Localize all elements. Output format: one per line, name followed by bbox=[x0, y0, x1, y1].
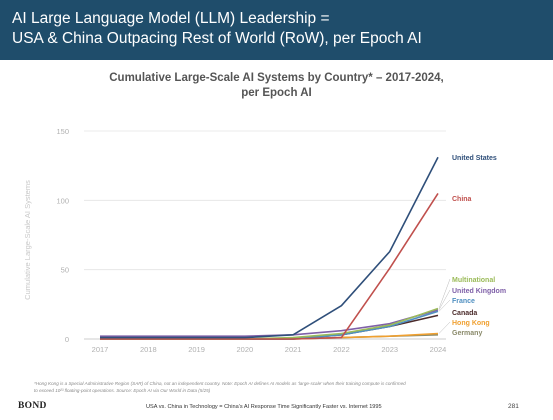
series-label-canada: Canada bbox=[452, 310, 477, 317]
x-tick-label: 2017 bbox=[92, 345, 109, 354]
footnote-line2: to exceed 10²³ floating-point operations… bbox=[34, 388, 211, 393]
leader-line-multinational bbox=[438, 278, 451, 309]
x-tick-label: 2019 bbox=[188, 345, 205, 354]
x-tick-label: 2021 bbox=[285, 345, 302, 354]
series-line-china bbox=[100, 192, 439, 340]
header-title-line2: USA & China Outpacing Rest of World (RoW… bbox=[12, 30, 422, 47]
x-tick-label: 2024 bbox=[430, 345, 447, 354]
x-tick-label: 2022 bbox=[333, 345, 350, 354]
series-label-united-states: United States bbox=[452, 155, 497, 162]
series-label-germany: Germany bbox=[452, 330, 482, 337]
y-axis-label: Cumulative Large-Scale AI Systems bbox=[23, 180, 32, 300]
bond-logo: BOND bbox=[18, 401, 47, 411]
series-label-united-kingdom: United Kingdom bbox=[452, 288, 506, 295]
series-label-france: France bbox=[452, 298, 475, 305]
y-tick-label: 100 bbox=[56, 196, 69, 205]
x-tick-label: 2020 bbox=[237, 345, 254, 354]
chart-title-line1: Cumulative Large-Scale AI Systems by Cou… bbox=[109, 72, 444, 84]
page-number: 281 bbox=[508, 403, 519, 410]
slide-header: AI Large Language Model (LLM) Leadership… bbox=[0, 0, 553, 60]
x-tick-label: 2018 bbox=[140, 345, 157, 354]
y-tick-label: 50 bbox=[61, 266, 69, 275]
series-label-multinational: Multinational bbox=[452, 277, 495, 284]
leader-line-united-kingdom bbox=[438, 289, 451, 311]
x-tick-label: 2023 bbox=[381, 345, 398, 354]
series-label-hong-kong: Hong Kong bbox=[452, 320, 490, 327]
leader-line-hong-kong bbox=[438, 321, 451, 334]
leader-line-france bbox=[438, 299, 451, 312]
series-line-united-kingdom bbox=[100, 309, 439, 338]
footnote-line1: *Hong Kong is a Special Administrative R… bbox=[34, 381, 406, 386]
footnote: *Hong Kong is a Special Administrative R… bbox=[34, 380, 534, 394]
y-tick-label: 0 bbox=[65, 335, 69, 344]
header-title-line1: AI Large Language Model (LLM) Leadership… bbox=[12, 10, 330, 27]
chart-title-line2: per Epoch AI bbox=[241, 87, 312, 99]
series-label-china: China bbox=[452, 196, 472, 203]
footer-caption: USA vs. China in Technology = China’s AI… bbox=[146, 404, 382, 410]
series-line-united-states bbox=[100, 156, 439, 339]
y-tick-label: 150 bbox=[56, 127, 69, 136]
